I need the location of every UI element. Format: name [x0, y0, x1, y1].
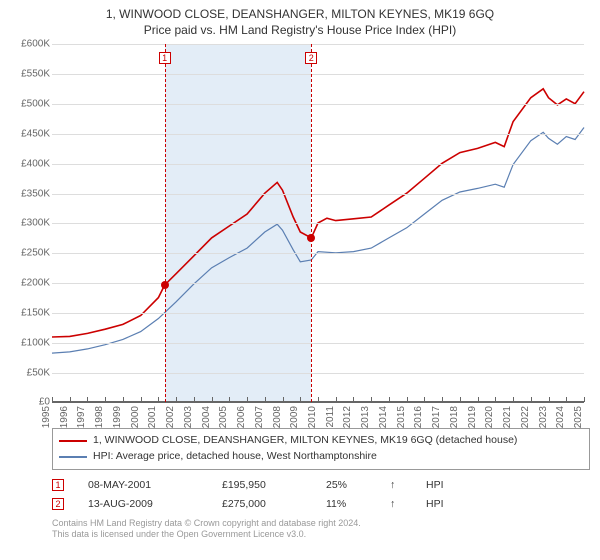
x-tick-stub [336, 397, 337, 402]
y-gridline [52, 373, 584, 374]
y-gridline [52, 164, 584, 165]
transaction-price: £275,000 [222, 495, 302, 514]
up-arrow-icon: ↑ [390, 495, 402, 514]
x-tick-stub [318, 397, 319, 402]
transaction-row: 1 08-MAY-2001 £195,950 25% ↑ HPI [52, 476, 590, 495]
x-tick-stub [52, 397, 53, 402]
x-tick-stub [424, 397, 425, 402]
y-gridline [52, 253, 584, 254]
y-tick-label: £600K [10, 39, 50, 50]
x-tick-stub [212, 397, 213, 402]
transaction-date: 13-AUG-2009 [88, 495, 198, 514]
x-tick-stub [176, 397, 177, 402]
x-tick-stub [371, 397, 372, 402]
x-tick-stub [247, 397, 248, 402]
legend: 1, WINWOOD CLOSE, DEANSHANGER, MILTON KE… [52, 428, 590, 470]
x-tick-stub [283, 397, 284, 402]
x-axis-labels: 1995199619971998199920002001200220032004… [52, 402, 584, 424]
transaction-pct: 11% [326, 495, 366, 514]
x-tick-stub [389, 397, 390, 402]
x-tick-stub [407, 397, 408, 402]
x-tick-stub [442, 397, 443, 402]
y-tick-label: £150K [10, 307, 50, 318]
y-axis-labels: £0£50K£100K£150K£200K£250K£300K£350K£400… [10, 44, 52, 402]
transaction-pct: 25% [326, 476, 366, 495]
transaction-row: 2 13-AUG-2009 £275,000 11% ↑ HPI [52, 495, 590, 514]
transaction-vs-label: HPI [426, 495, 444, 514]
series-price_paid [52, 89, 584, 337]
y-tick-label: £500K [10, 99, 50, 110]
x-tick-stub [123, 397, 124, 402]
event-marker-box: 1 [159, 52, 171, 64]
x-tick-stub [549, 397, 550, 402]
chart-area: £0£50K£100K£150K£200K£250K£300K£350K£400… [10, 44, 590, 424]
y-tick-label: £550K [10, 69, 50, 80]
y-gridline [52, 283, 584, 284]
x-tick-stub [478, 397, 479, 402]
up-arrow-icon: ↑ [390, 476, 402, 495]
x-tick-stub [584, 397, 585, 402]
event-vline [165, 44, 166, 402]
x-tick-stub [353, 397, 354, 402]
x-tick-stub [141, 397, 142, 402]
x-tick-stub [531, 397, 532, 402]
y-gridline [52, 44, 584, 45]
x-tick-stub [158, 397, 159, 402]
x-tick-stub [87, 397, 88, 402]
x-tick-stub [105, 397, 106, 402]
y-gridline [52, 223, 584, 224]
x-tick-stub [229, 397, 230, 402]
y-gridline [52, 194, 584, 195]
event-marker-dot [307, 234, 315, 242]
plot-region: 12 [52, 44, 584, 402]
x-tick-label: 2025 [573, 406, 595, 428]
transaction-index-box: 1 [52, 479, 64, 491]
title-line-2: Price paid vs. HM Land Registry's House … [10, 22, 590, 38]
legend-swatch [59, 456, 87, 458]
x-tick-stub [566, 397, 567, 402]
y-tick-label: £450K [10, 128, 50, 139]
event-marker-box: 2 [305, 52, 317, 64]
legend-label: HPI: Average price, detached house, West… [93, 449, 377, 465]
transaction-vs-label: HPI [426, 476, 444, 495]
x-tick-stub [460, 397, 461, 402]
y-gridline [52, 343, 584, 344]
transaction-date: 08-MAY-2001 [88, 476, 198, 495]
x-tick-stub [70, 397, 71, 402]
x-tick-stub [513, 397, 514, 402]
legend-swatch [59, 440, 87, 442]
y-gridline [52, 313, 584, 314]
footer-line-1: Contains HM Land Registry data © Crown c… [52, 518, 590, 530]
y-gridline [52, 74, 584, 75]
event-vline [311, 44, 312, 402]
event-marker-dot [161, 281, 169, 289]
y-tick-label: £400K [10, 158, 50, 169]
y-tick-label: £350K [10, 188, 50, 199]
x-tick-stub [300, 397, 301, 402]
legend-label: 1, WINWOOD CLOSE, DEANSHANGER, MILTON KE… [93, 433, 517, 449]
transaction-index-box: 2 [52, 498, 64, 510]
y-gridline [52, 134, 584, 135]
legend-item: HPI: Average price, detached house, West… [59, 449, 583, 465]
chart-container: 1, WINWOOD CLOSE, DEANSHANGER, MILTON KE… [0, 0, 600, 560]
x-tick-stub [495, 397, 496, 402]
x-tick-stub [194, 397, 195, 402]
y-tick-label: £100K [10, 337, 50, 348]
y-tick-label: £50K [10, 367, 50, 378]
chart-title: 1, WINWOOD CLOSE, DEANSHANGER, MILTON KE… [10, 6, 590, 38]
y-tick-label: £250K [10, 248, 50, 259]
transactions-table: 1 08-MAY-2001 £195,950 25% ↑ HPI 2 13-AUG-2009 £… [52, 476, 590, 514]
footer-line-2: This data is licensed under the Open Gov… [52, 529, 590, 541]
transaction-price: £195,950 [222, 476, 302, 495]
footer-attribution: Contains HM Land Registry data © Crown c… [52, 518, 590, 541]
x-tick-stub [265, 397, 266, 402]
title-line-1: 1, WINWOOD CLOSE, DEANSHANGER, MILTON KE… [10, 6, 590, 22]
legend-item: 1, WINWOOD CLOSE, DEANSHANGER, MILTON KE… [59, 433, 583, 449]
y-tick-label: £200K [10, 278, 50, 289]
y-gridline [52, 104, 584, 105]
y-tick-label: £300K [10, 218, 50, 229]
